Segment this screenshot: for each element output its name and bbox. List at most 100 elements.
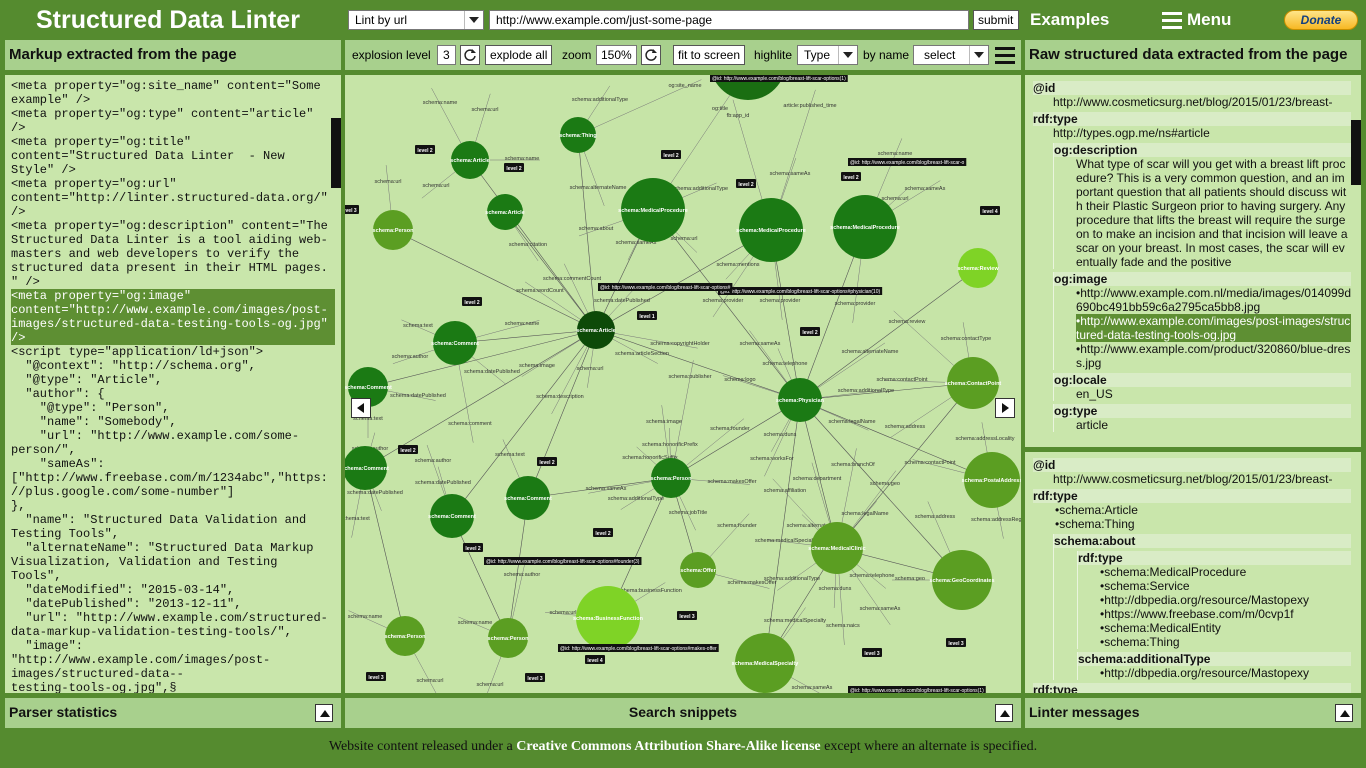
mode-select[interactable]: Lint by url (348, 10, 484, 30)
dropdown-arrow (838, 46, 853, 64)
scrollbar[interactable] (1351, 120, 1361, 185)
node[interactable] (811, 522, 863, 574)
code-line: content="http://linter.structured-data.o… (11, 191, 328, 205)
edge-label: schema:image (519, 363, 555, 369)
node-label: schema:BusinessFunction (573, 616, 644, 622)
data-value: What type of scar will you get with a br… (1076, 157, 1348, 269)
data-key: rdf:type (1033, 683, 1351, 693)
node[interactable] (680, 552, 716, 588)
id-label: @id: http://www.example.com/blog/breast-… (712, 76, 846, 82)
node[interactable] (576, 586, 640, 650)
node[interactable] (506, 476, 550, 520)
edge (799, 399, 993, 481)
graph-menu[interactable] (995, 45, 1015, 65)
node[interactable] (487, 194, 523, 230)
node[interactable] (488, 618, 528, 658)
node[interactable] (385, 616, 425, 656)
id-tag (848, 158, 967, 166)
code-line: Tools", (11, 569, 62, 583)
node[interactable] (651, 458, 691, 498)
data-group: @id http://www.cosmeticsurg.net/blog/2015… (1033, 81, 1351, 109)
edge-label: schema:contactPoint (876, 377, 928, 383)
code-line: testing-tools-og.jpg",§ (11, 681, 177, 693)
node[interactable] (932, 550, 992, 610)
level-badge-label: level 2 (400, 448, 416, 454)
node[interactable] (833, 195, 897, 259)
graph[interactable]: schema:name schema:url schema:additionalTy… (345, 75, 1021, 693)
node[interactable] (739, 198, 803, 262)
prev-button[interactable] (351, 398, 371, 418)
parser-bar[interactable]: Parser statistics (5, 698, 341, 728)
site-title[interactable]: Structured Data Linter (36, 6, 300, 34)
url-input[interactable]: http://www.example.com/just-some-page (489, 10, 969, 30)
node[interactable] (433, 321, 477, 365)
node[interactable] (621, 178, 685, 242)
code-line: "name": "Structured Data Validation and (11, 513, 307, 527)
node[interactable] (577, 311, 615, 349)
node[interactable] (373, 210, 413, 250)
node[interactable] (958, 248, 998, 288)
node[interactable] (778, 378, 822, 422)
edge-label: schema:provider (760, 298, 801, 304)
node-label: schema:MedicalProcedure (830, 225, 900, 231)
edge-label: schema:copyrightHolder (650, 341, 709, 347)
edge-label: schema:image (646, 419, 682, 425)
code-line: Structured Data Linter is a tool aiding … (11, 233, 328, 247)
examples-link[interactable]: Examples (1030, 10, 1110, 29)
expand-button[interactable] (995, 704, 1013, 722)
explode-button[interactable]: explode all (485, 45, 553, 65)
expand-button[interactable] (315, 704, 333, 722)
expand-button[interactable] (1335, 704, 1353, 722)
data-value: •schema:MedicalProcedure (1100, 565, 1247, 579)
snippets-bar[interactable]: Search snippets (345, 698, 1021, 728)
node[interactable] (964, 452, 1020, 508)
explosion-input[interactable]: 3 (437, 45, 456, 65)
code-line: /> (11, 121, 26, 135)
linter-bar[interactable]: Linter messages (1025, 698, 1361, 728)
donate-button[interactable]: Donate (1284, 10, 1358, 30)
node[interactable] (947, 357, 999, 409)
refresh-button[interactable] (641, 45, 661, 65)
submit-button[interactable]: submit (973, 10, 1019, 30)
edge-label: schema:text (353, 416, 383, 422)
label: explosion level (352, 48, 431, 62)
markup-pane: <meta property="og:site_name" content="S… (5, 75, 341, 693)
node[interactable] (735, 633, 795, 693)
code-line: "@type": "Article", (11, 373, 163, 387)
next-button[interactable] (995, 398, 1015, 418)
node[interactable] (348, 367, 388, 407)
level-badge (980, 206, 1000, 215)
edge (577, 134, 597, 331)
node-label: schema:Review (957, 266, 999, 272)
menu-link[interactable]: Menu (1187, 10, 1232, 29)
edge-label: schema:provider (703, 298, 744, 304)
license-link[interactable]: Creative Commons Attribution Share-Alike… (516, 739, 821, 754)
edge-label: schema:comment (448, 421, 492, 427)
bar-title: Parser statistics (9, 704, 118, 720)
node[interactable] (430, 494, 474, 538)
id-label: @id: http://www.example.com/blog/breast-… (850, 160, 965, 166)
node[interactable] (451, 141, 489, 179)
raw-data-box: @id http://www.cosmeticsurg.net/blog/2015… (1025, 452, 1361, 693)
scrollbar[interactable] (331, 118, 341, 188)
mode-value: Lint by url (355, 13, 408, 27)
zoom-input[interactable]: 150% (596, 45, 637, 65)
name-select[interactable]: select (913, 45, 989, 65)
level-badge (504, 163, 524, 172)
node[interactable] (560, 117, 596, 153)
level-badge (637, 311, 657, 320)
fit-button[interactable]: fit to screen (673, 45, 746, 65)
level-badge-label: level 3 (679, 614, 695, 620)
highlite-select[interactable]: Type (797, 45, 858, 65)
edge-label: schema:url (423, 183, 450, 189)
edge-label: schema:jobTitle (669, 510, 707, 516)
code-line: "http://www.example.com/images/post- (11, 653, 271, 667)
data-key: og:locale (1054, 373, 1351, 387)
footer-text: Website content released under a (328, 739, 517, 754)
node-label: schema:Comment (345, 466, 389, 472)
edge (595, 229, 772, 331)
refresh-button[interactable] (460, 45, 480, 65)
code-line: <meta property="og:url" (11, 177, 177, 191)
node[interactable] (345, 446, 387, 490)
